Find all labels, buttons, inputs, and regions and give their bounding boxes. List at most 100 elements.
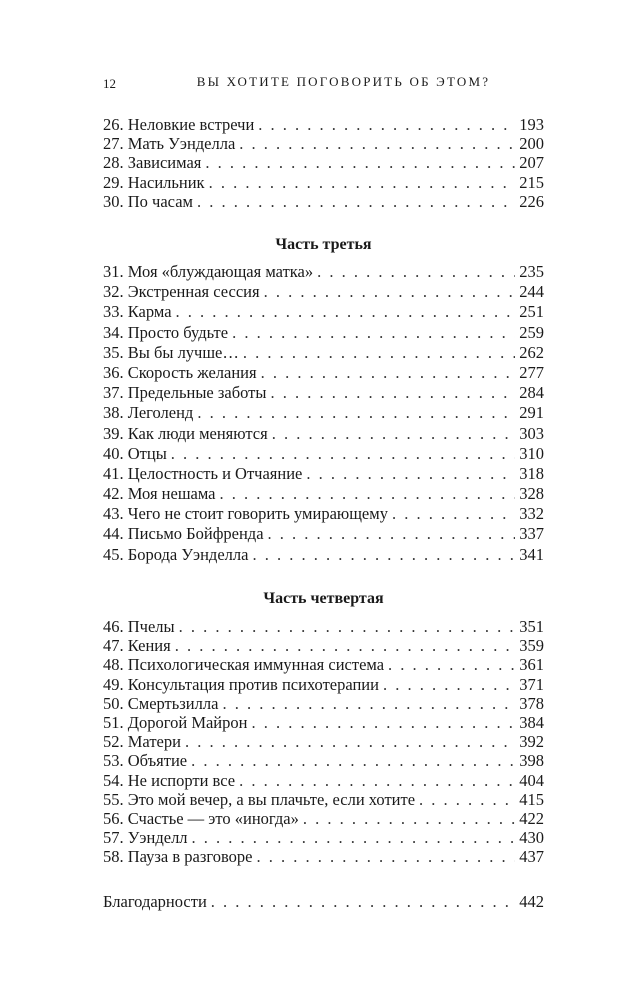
dot-leader [197, 403, 515, 422]
toc-entry[interactable]: 55. Это мой вечер, а вы плачьте, если хо… [103, 790, 544, 809]
toc-entry-title: 53. Объятие [103, 751, 188, 771]
dot-leader [211, 892, 515, 911]
toc-entry-page: 384 [519, 712, 544, 732]
toc-entry[interactable]: 26. Неловкие встречи 193 [103, 115, 544, 134]
toc-entry[interactable]: 28. Зависимая 207 [103, 153, 544, 172]
dot-leader [264, 282, 516, 301]
dot-leader [197, 192, 515, 211]
toc-entry[interactable]: 44. Письмо Бойфренда 337 [103, 524, 544, 544]
dot-leader [383, 675, 515, 694]
toc-entry-page: 291 [519, 403, 544, 423]
toc-entry[interactable]: 50. Смертьзилла 378 [103, 694, 544, 713]
toc-entry[interactable]: 49. Консультация против психотерапии 371 [103, 675, 544, 694]
toc-entry-title: 48. Психологическая иммунная система [103, 655, 385, 675]
toc-entry-page: 359 [519, 636, 544, 656]
toc-entry-title: 41. Целостность и Отчаяние [103, 463, 303, 483]
toc-entry[interactable]: 34. Просто будьте 259 [103, 323, 544, 343]
toc-entry-title: 54. Не испорти все [103, 770, 236, 790]
running-header: 12 ВЫ ХОТИТЕ ПОГОВОРИТЬ ОБ ЭТОМ? [103, 74, 544, 94]
toc-entry[interactable]: 46. Пчелы 351 [103, 617, 544, 636]
dot-leader [176, 302, 516, 321]
toc-entry[interactable]: 57. Уэнделл 430 [103, 828, 544, 847]
toc-entry-title: 57. Уэнделл [103, 828, 188, 848]
dot-leader [243, 343, 515, 362]
toc-entry[interactable]: 27. Мать Уэнделла 200 [103, 134, 544, 153]
toc-entry[interactable]: 40. Отцы 310 [103, 444, 544, 464]
dot-leader [205, 153, 515, 172]
toc-entry[interactable]: 35. Вы бы лучше… 262 [103, 343, 544, 363]
toc-entry[interactable]: 45. Борода Уэнделла 341 [103, 545, 544, 565]
toc-entry-title: 58. Пауза в разговоре [103, 847, 253, 867]
toc-entry-title: 33. Карма [103, 302, 172, 322]
toc-entry[interactable]: 56. Счастье — это «иногда» 422 [103, 809, 544, 828]
toc-entry-title: 55. Это мой вечер, а вы плачьте, если хо… [103, 789, 416, 809]
toc-entry[interactable]: Благодарности 442 [103, 892, 544, 911]
dot-leader [261, 363, 516, 382]
toc-entry[interactable]: 36. Скорость желания 277 [103, 363, 544, 383]
toc-entry-page: 378 [519, 693, 544, 713]
toc-entry-title: 46. Пчелы [103, 617, 175, 636]
toc-entry[interactable]: 54. Не испорти все 404 [103, 771, 544, 790]
dot-leader [220, 484, 516, 503]
dot-leader [232, 323, 515, 342]
toc-entry-page: 262 [519, 342, 544, 362]
toc-entry-title: 44. Письмо Бойфренда [103, 524, 264, 544]
toc-entry[interactable]: 43. Чего не стоит говорить умирающему 332 [103, 504, 544, 524]
dot-leader [258, 115, 515, 134]
dot-leader [222, 694, 515, 713]
toc-entry-page: 215 [519, 172, 544, 192]
toc-entry-page: 310 [519, 443, 544, 463]
toc-entry-page: 244 [519, 282, 544, 302]
dot-leader [191, 751, 515, 770]
toc-entry[interactable]: 38. Леголенд 291 [103, 403, 544, 423]
toc-entry-page: 328 [519, 484, 544, 504]
toc-entry-page: 398 [519, 751, 544, 771]
toc-entry[interactable]: 53. Объятие 398 [103, 751, 544, 770]
dot-leader [392, 504, 515, 523]
toc-entry-page: 303 [519, 423, 544, 443]
page-number: 12 [103, 76, 116, 91]
toc-entry[interactable]: 51. Дорогой Майрон 384 [103, 713, 544, 732]
toc-entry[interactable]: 30. По часам 226 [103, 192, 544, 211]
toc-entry-page: 332 [519, 504, 544, 524]
toc-entry[interactable]: 39. Как люди меняются 303 [103, 424, 544, 444]
part-heading: Часть третья [275, 236, 372, 253]
dot-leader [192, 828, 516, 847]
toc-entry[interactable]: 42. Моя нешама 328 [103, 484, 544, 504]
toc-entry[interactable]: 52. Матери 392 [103, 732, 544, 751]
toc-entry-title: 43. Чего не стоит говорить умирающему [103, 504, 388, 524]
toc-entry-page: 200 [519, 134, 544, 154]
dot-leader [175, 636, 516, 655]
dot-leader [272, 424, 516, 443]
toc-entry-page: 437 [519, 847, 544, 867]
toc-entry[interactable]: 58. Пауза в разговоре 437 [103, 847, 544, 866]
toc-entry[interactable]: 33. Карма 251 [103, 302, 544, 322]
dot-leader [239, 134, 515, 153]
toc-entry-title: 27. Мать Уэнделла [103, 134, 236, 154]
toc-entry-page: 193 [519, 115, 544, 134]
toc-entry-page: 351 [519, 617, 544, 636]
toc-entry[interactable]: 41. Целостность и Отчаяние 318 [103, 464, 544, 484]
toc-entry-page: 337 [519, 524, 544, 544]
toc-entry[interactable]: 48. Психологическая иммунная система 361 [103, 655, 544, 674]
dot-leader [306, 464, 515, 483]
toc-entry-title: 38. Леголенд [103, 403, 194, 423]
toc-entry[interactable]: 29. Насильник 215 [103, 173, 544, 192]
toc-entry-title: Благодарности [103, 892, 207, 911]
toc-entry[interactable]: 37. Предельные заботы 284 [103, 383, 544, 403]
toc-entry[interactable]: 47. Кения 359 [103, 636, 544, 655]
toc-entry-page: 341 [519, 544, 544, 564]
toc-entry-page: 404 [519, 770, 544, 790]
dot-leader [303, 809, 515, 828]
toc-entry[interactable]: 32. Экстренная сессия 244 [103, 282, 544, 302]
dot-leader [268, 524, 516, 543]
toc-entry-title: 51. Дорогой Майрон [103, 712, 248, 732]
toc-entry-page: 207 [519, 153, 544, 173]
dot-leader [251, 713, 515, 732]
toc-entry-title: 26. Неловкие встречи [103, 115, 255, 134]
toc-entry-page: 318 [519, 463, 544, 483]
dot-leader [256, 847, 515, 866]
toc-entry-page: 251 [519, 302, 544, 322]
toc-entry[interactable]: 31. Моя «блуждающая матка» 235 [103, 262, 544, 282]
